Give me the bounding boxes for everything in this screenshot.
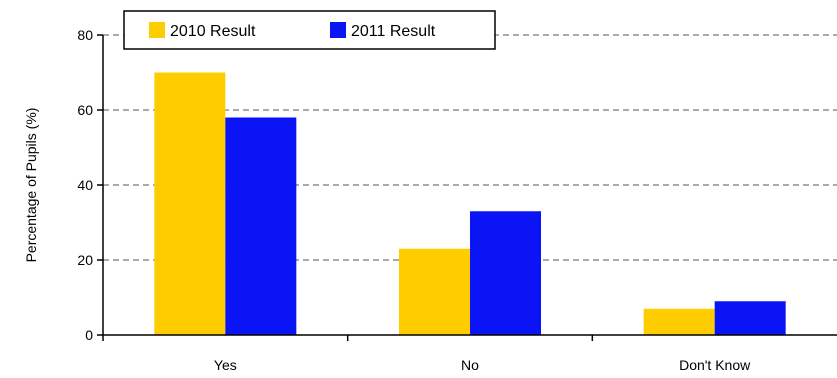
- x-tick-label: No: [461, 357, 479, 373]
- y-tick-label: 80: [77, 27, 93, 43]
- x-ticks: Yes No Don't Know: [102, 335, 751, 373]
- bar-2010-result-don-t-know: [643, 308, 715, 335]
- x-tick-label: Don't Know: [679, 357, 751, 373]
- y-tick-label: 60: [77, 102, 93, 118]
- bar-2010-result-yes: [154, 72, 226, 335]
- legend-swatch: [330, 22, 346, 38]
- legend-swatch: [149, 22, 165, 38]
- bar-2011-result-yes: [225, 117, 297, 335]
- legend: 2010 Result 2011 Result: [123, 10, 496, 50]
- y-axis-title: Percentage of Pupils (%): [23, 108, 39, 263]
- x-tick-label: Yes: [214, 357, 237, 373]
- legend-label: 2011 Result: [351, 23, 436, 40]
- y-tick-label: 0: [85, 327, 93, 343]
- bar-2011-result-don-t-know: [714, 301, 786, 335]
- bar-2011-result-no: [470, 211, 541, 335]
- bar-2010-result-no: [399, 248, 470, 335]
- legend-label: 2010 Result: [170, 23, 256, 40]
- y-ticks: 0 20 40 60 80: [77, 27, 103, 343]
- bars: [154, 72, 786, 335]
- y-tick-label: 40: [77, 177, 93, 193]
- legend-box: [123, 10, 496, 50]
- y-tick-label: 20: [77, 252, 93, 268]
